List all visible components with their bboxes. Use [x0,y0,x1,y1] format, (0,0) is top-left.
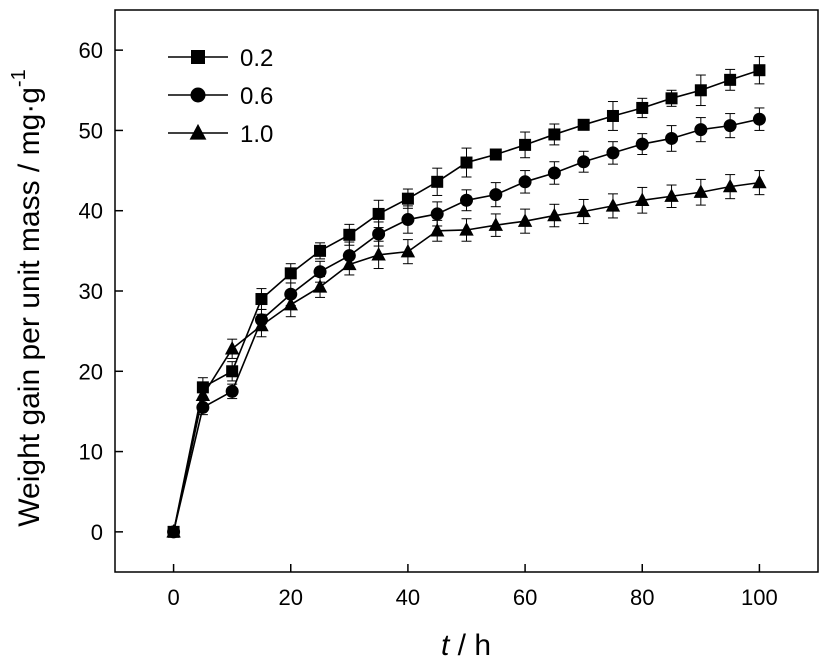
y-tick-label: 60 [79,38,103,63]
data-point [255,293,268,306]
data-point [636,101,649,114]
data-point [224,340,240,355]
series-0-6 [167,107,766,539]
data-point [722,178,738,193]
data-point [226,365,239,378]
data-point [635,137,649,151]
data-point [195,387,211,402]
data-point [724,73,737,86]
x-tick-label: 80 [630,585,654,610]
legend-marker [190,87,206,103]
series-1-0 [166,170,767,538]
data-point [665,92,678,105]
y-tick-label: 20 [79,359,103,384]
x-tick-label: 60 [513,585,537,610]
y-tick-label: 10 [79,440,103,465]
y-axis-label: Weight gain per unit mass / mg·g-1 [8,69,46,526]
data-point [519,138,532,151]
data-point [313,265,327,279]
data-point [518,175,532,189]
y-tick-label: 30 [79,279,103,304]
y-axis-label-superscript: -1 [8,69,30,87]
y-tick-label: 0 [91,520,103,545]
data-point [254,317,269,332]
data-point [577,155,591,169]
data-point [635,192,650,206]
y-axis-label-main: Weight gain per unit mass / mg·g [13,87,46,527]
data-point [517,213,533,227]
data-point [430,207,444,221]
legend-label: 0.2 [240,45,273,72]
data-point [460,193,473,207]
data-point [460,156,473,169]
data-point [166,524,181,538]
data-point [723,119,737,133]
legend-item: 0.6 [168,83,273,110]
data-point [664,188,679,202]
data-point [489,188,503,202]
data-point [431,175,444,188]
x-axis-label: t / h [441,629,491,662]
x-axis-label-symbol: t [441,629,451,662]
data-point [225,384,239,398]
y-tick-label: 40 [79,199,103,224]
legend-item: 1.0 [168,121,273,148]
data-point [372,227,386,241]
data-point [430,222,445,237]
data-point [753,64,766,77]
x-tick-label: 0 [167,585,179,610]
data-point [606,146,620,160]
data-point [547,166,561,180]
data-point [284,267,297,280]
x-tick-label: 20 [279,585,303,610]
data-point [401,192,414,205]
data-point [694,84,707,97]
data-point [312,279,328,293]
data-point [314,244,327,257]
data-point [343,228,356,241]
data-point [606,109,619,122]
data-point [459,222,474,236]
legend-marker [191,50,205,64]
x-axis-label-unit: / h [449,629,491,662]
data-point [489,148,502,161]
data-point [605,198,621,212]
data-point [665,131,679,145]
data-point [577,118,590,131]
data-point [548,128,561,141]
axis-ticks: 0 20 40 60 80 100 0 10 20 30 40 50 60 [79,38,778,610]
data-point [693,184,709,198]
legend-label: 0.6 [240,83,273,110]
legend: 0.2 0.6 1.0 [168,45,273,148]
data-point [371,247,386,261]
data-point [547,207,562,222]
y-tick-label: 50 [79,118,103,143]
data-point [488,217,503,231]
legend-item: 0.2 [168,45,273,72]
data-point [283,296,298,311]
data-point [342,256,357,271]
legend-marker [189,123,207,140]
data-point [400,243,416,258]
data-point [752,112,766,126]
data-point [694,123,708,137]
data-point [372,207,385,220]
data-point [401,213,415,227]
x-tick-label: 100 [741,585,778,610]
data-series [166,56,767,539]
data-point [752,174,767,189]
legend-label: 1.0 [240,121,273,148]
data-point [576,203,591,218]
x-tick-label: 40 [396,585,420,610]
